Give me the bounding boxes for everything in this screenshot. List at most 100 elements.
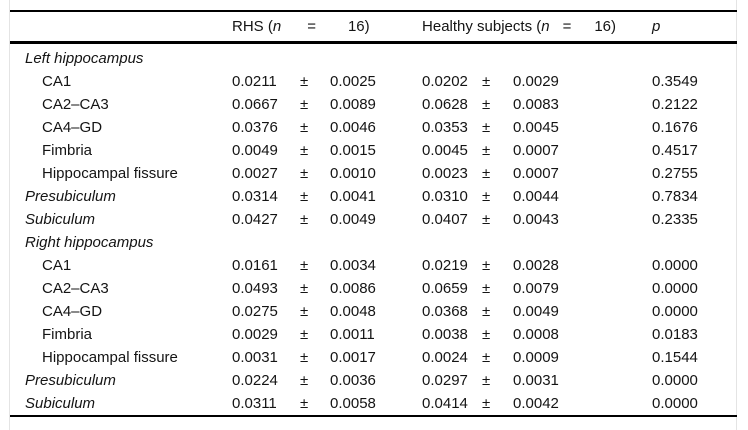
p-value: 0.0183 (652, 325, 698, 343)
healthy-mean: 0.0202 (422, 72, 468, 90)
rhs-mean: 0.0427 (232, 210, 278, 228)
p-value: 0.0000 (652, 302, 698, 320)
plus-minus-symbol: ± (300, 210, 309, 228)
rhs-sd: 0.0010 (330, 164, 376, 182)
table-row: CA4–GD 0.0275 ± 0.0048 0.0368 ± 0.0049 0… (10, 300, 737, 323)
row-label: CA2–CA3 (42, 279, 109, 297)
rhs-mean: 0.0311 (232, 394, 277, 412)
healthy-sd: 0.0049 (513, 302, 559, 320)
healthy-mean: 0.0353 (422, 118, 468, 136)
healthy-mean: 0.0368 (422, 302, 468, 320)
healthy-sd: 0.0042 (513, 394, 559, 412)
healthy-sd: 0.0028 (513, 256, 559, 274)
row-label: Subiculum (25, 394, 96, 412)
p-value: 0.2755 (652, 164, 698, 182)
rhs-mean: 0.0224 (232, 371, 278, 389)
row-label: Hippocampal fissure (42, 348, 178, 366)
table-row: CA4–GD 0.0376 ± 0.0046 0.0353 ± 0.0045 0… (10, 116, 737, 139)
row-label: CA4–GD (42, 302, 103, 320)
n-symbol: n (272, 17, 282, 35)
table-frame: RHS (n = 16) Healthy subjects (n = 16) p Lef… (9, 0, 738, 430)
plus-minus-symbol: ± (300, 95, 309, 113)
rhs-mean: 0.0275 (232, 302, 278, 320)
plus-minus-symbol: ± (482, 279, 491, 297)
equals-sign: = (562, 17, 572, 35)
table-row: CA1 0.0161 ± 0.0034 0.0219 ± 0.0028 0.00… (10, 254, 737, 277)
p-value: 0.0000 (652, 394, 698, 412)
row-label: CA1 (42, 72, 72, 90)
healthy-mean: 0.0628 (422, 95, 468, 113)
plus-minus-symbol: ± (300, 325, 309, 343)
healthy-sd: 0.0009 (513, 348, 559, 366)
rhs-sd: 0.0034 (330, 256, 376, 274)
rhs-sd: 0.0049 (330, 210, 376, 228)
rhs-sd: 0.0036 (330, 371, 376, 389)
plus-minus-symbol: ± (300, 72, 309, 90)
rhs-mean: 0.0031 (232, 348, 278, 366)
healthy-sd: 0.0083 (513, 95, 559, 113)
rhs-mean: 0.0161 (232, 256, 278, 274)
plus-minus-symbol: ± (300, 164, 309, 182)
row-label: Left hippocampus (25, 49, 144, 67)
healthy-mean: 0.0038 (422, 325, 468, 343)
rhs-group-label: RHS (n (232, 17, 282, 35)
healthy-sd: 0.0043 (513, 210, 559, 228)
plus-minus-symbol: ± (300, 141, 309, 159)
healthy-mean: 0.0310 (422, 187, 468, 205)
header-group-healthy: Healthy subjects (n = 16) (422, 11, 652, 42)
plus-minus-symbol: ± (300, 256, 309, 274)
table-row-section: Right hippocampus (10, 231, 737, 254)
plus-minus-symbol: ± (482, 394, 491, 412)
p-value: 0.0000 (652, 371, 698, 389)
healthy-mean: 0.0023 (422, 164, 468, 182)
row-label: Fimbria (42, 141, 93, 159)
rhs-mean: 0.0314 (232, 187, 278, 205)
p-value: 0.0000 (652, 279, 698, 297)
healthy-mean: 0.0659 (422, 279, 468, 297)
p-value: 0.4517 (652, 141, 698, 159)
table-row: Fimbria 0.0029 ± 0.0011 0.0038 ± 0.0008 … (10, 323, 737, 346)
hippocampus-volumetry-table: RHS (n = 16) Healthy subjects (n = 16) p Lef… (10, 10, 738, 417)
plus-minus-symbol: ± (300, 187, 309, 205)
row-label: Presubiculum (25, 187, 116, 205)
healthy-mean: 0.0414 (422, 394, 468, 412)
plus-minus-symbol: ± (482, 72, 491, 90)
plus-minus-symbol: ± (482, 95, 491, 113)
rhs-sd: 0.0015 (330, 141, 376, 159)
plus-minus-symbol: ± (482, 210, 491, 228)
rhs-sd: 0.0048 (330, 302, 376, 320)
healthy-sd: 0.0029 (513, 72, 559, 90)
p-value: 0.1544 (652, 348, 698, 366)
rhs-sd: 0.0011 (330, 325, 375, 343)
header-group-rhs: RHS (n = 16) (232, 11, 422, 42)
table-row: Presubiculum 0.0224 ± 0.0036 0.0297 ± 0.… (10, 369, 737, 392)
plus-minus-symbol: ± (300, 118, 309, 136)
plus-minus-symbol: ± (482, 348, 491, 366)
table-row: Hippocampal fissure 0.0027 ± 0.0010 0.00… (10, 162, 737, 185)
row-label: Right hippocampus (25, 233, 154, 251)
equals-sign: = (307, 17, 316, 35)
header-row: RHS (n = 16) Healthy subjects (n = 16) p (10, 11, 738, 42)
table-body: Left hippocampus CA1 0.0211 ± 0.0025 0.0… (10, 42, 737, 416)
plus-minus-symbol: ± (482, 371, 491, 389)
p-value: 0.2335 (652, 210, 698, 228)
rhs-mean: 0.0049 (232, 141, 278, 159)
healthy-mean: 0.0024 (422, 348, 468, 366)
p-value: 0.7834 (652, 187, 698, 205)
rhs-sd: 0.0041 (330, 187, 376, 205)
plus-minus-symbol: ± (300, 394, 309, 412)
row-label: Subiculum (25, 210, 96, 228)
rhs-mean: 0.0027 (232, 164, 278, 182)
p-value: 0.3549 (652, 72, 698, 90)
rhs-mean: 0.0029 (232, 325, 278, 343)
healthy-sd: 0.0007 (513, 141, 559, 159)
healthy-mean: 0.0219 (422, 256, 468, 274)
rhs-n-count: 16) (347, 17, 370, 35)
plus-minus-symbol: ± (482, 302, 491, 320)
table-row: Presubiculum 0.0314 ± 0.0041 0.0310 ± 0.… (10, 185, 737, 208)
rhs-mean: 0.0493 (232, 279, 278, 297)
healthy-sd: 0.0007 (513, 164, 559, 182)
table-row: Fimbria 0.0049 ± 0.0015 0.0045 ± 0.0007 … (10, 139, 737, 162)
table-row: CA2–CA3 0.0667 ± 0.0089 0.0628 ± 0.0083 … (10, 93, 737, 116)
header-empty-cell (10, 11, 232, 42)
